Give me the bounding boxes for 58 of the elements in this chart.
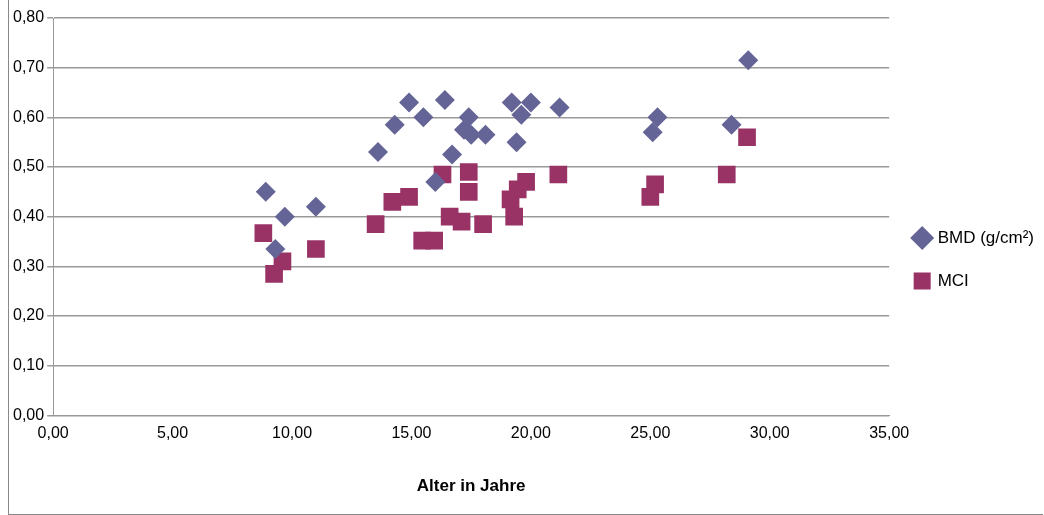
- point: [501, 92, 522, 113]
- point: [452, 212, 471, 231]
- point: [549, 165, 568, 184]
- point: [442, 144, 463, 165]
- y-tick-label: 0,20: [13, 306, 45, 324]
- x-tick-label: 30,00: [749, 424, 790, 442]
- point: [434, 89, 455, 110]
- point: [646, 175, 664, 194]
- x-tick-label: 0,00: [37, 424, 69, 442]
- y-tick-label: 0,10: [13, 356, 45, 374]
- y-tick-label: 0,70: [13, 58, 45, 76]
- point: [366, 215, 385, 233]
- point: [721, 114, 742, 135]
- point: [459, 163, 478, 181]
- point: [738, 128, 756, 147]
- point: [413, 107, 434, 128]
- x-tick-label: 10,00: [271, 424, 313, 442]
- point: [458, 107, 479, 128]
- x-tick-label: 25,00: [630, 424, 671, 442]
- y-tick-label: 0,40: [13, 207, 45, 225]
- point: [399, 92, 420, 113]
- point: [647, 107, 668, 128]
- point: [254, 224, 273, 242]
- point: [265, 238, 286, 259]
- legend-label: BMD (g/cm²): [937, 227, 1035, 247]
- point: [384, 114, 405, 135]
- point: [520, 92, 541, 113]
- point: [368, 142, 388, 163]
- x-axis-title: Alter in Jahre: [416, 476, 526, 496]
- point: [549, 97, 570, 118]
- point: [517, 173, 535, 191]
- x-tick-label: 35,00: [869, 424, 910, 442]
- point: [400, 187, 418, 206]
- point: [274, 206, 295, 227]
- point: [255, 181, 276, 202]
- point: [511, 104, 532, 125]
- y-tick-label: 0,60: [13, 107, 45, 125]
- y-tick-label: 0,50: [13, 157, 45, 175]
- legend-label: MCI: [937, 270, 969, 290]
- point: [305, 196, 326, 217]
- point: [307, 240, 325, 258]
- point: [383, 192, 402, 211]
- point: [642, 122, 663, 143]
- point: [425, 231, 443, 250]
- x-tick-label: 20,00: [510, 424, 551, 442]
- point: [505, 207, 523, 226]
- y-tick-label: 0,00: [13, 405, 45, 423]
- point: [459, 183, 478, 201]
- point: [717, 165, 736, 184]
- point: [474, 215, 492, 233]
- x-tick-label: 5,00: [157, 424, 189, 442]
- y-tick-label: 0,80: [13, 8, 45, 26]
- point: [506, 132, 527, 153]
- point: [738, 50, 759, 71]
- y-tick-label: 0,30: [13, 256, 45, 274]
- point: [425, 171, 446, 192]
- x-tick-label: 15,00: [391, 424, 432, 442]
- point: [475, 124, 496, 145]
